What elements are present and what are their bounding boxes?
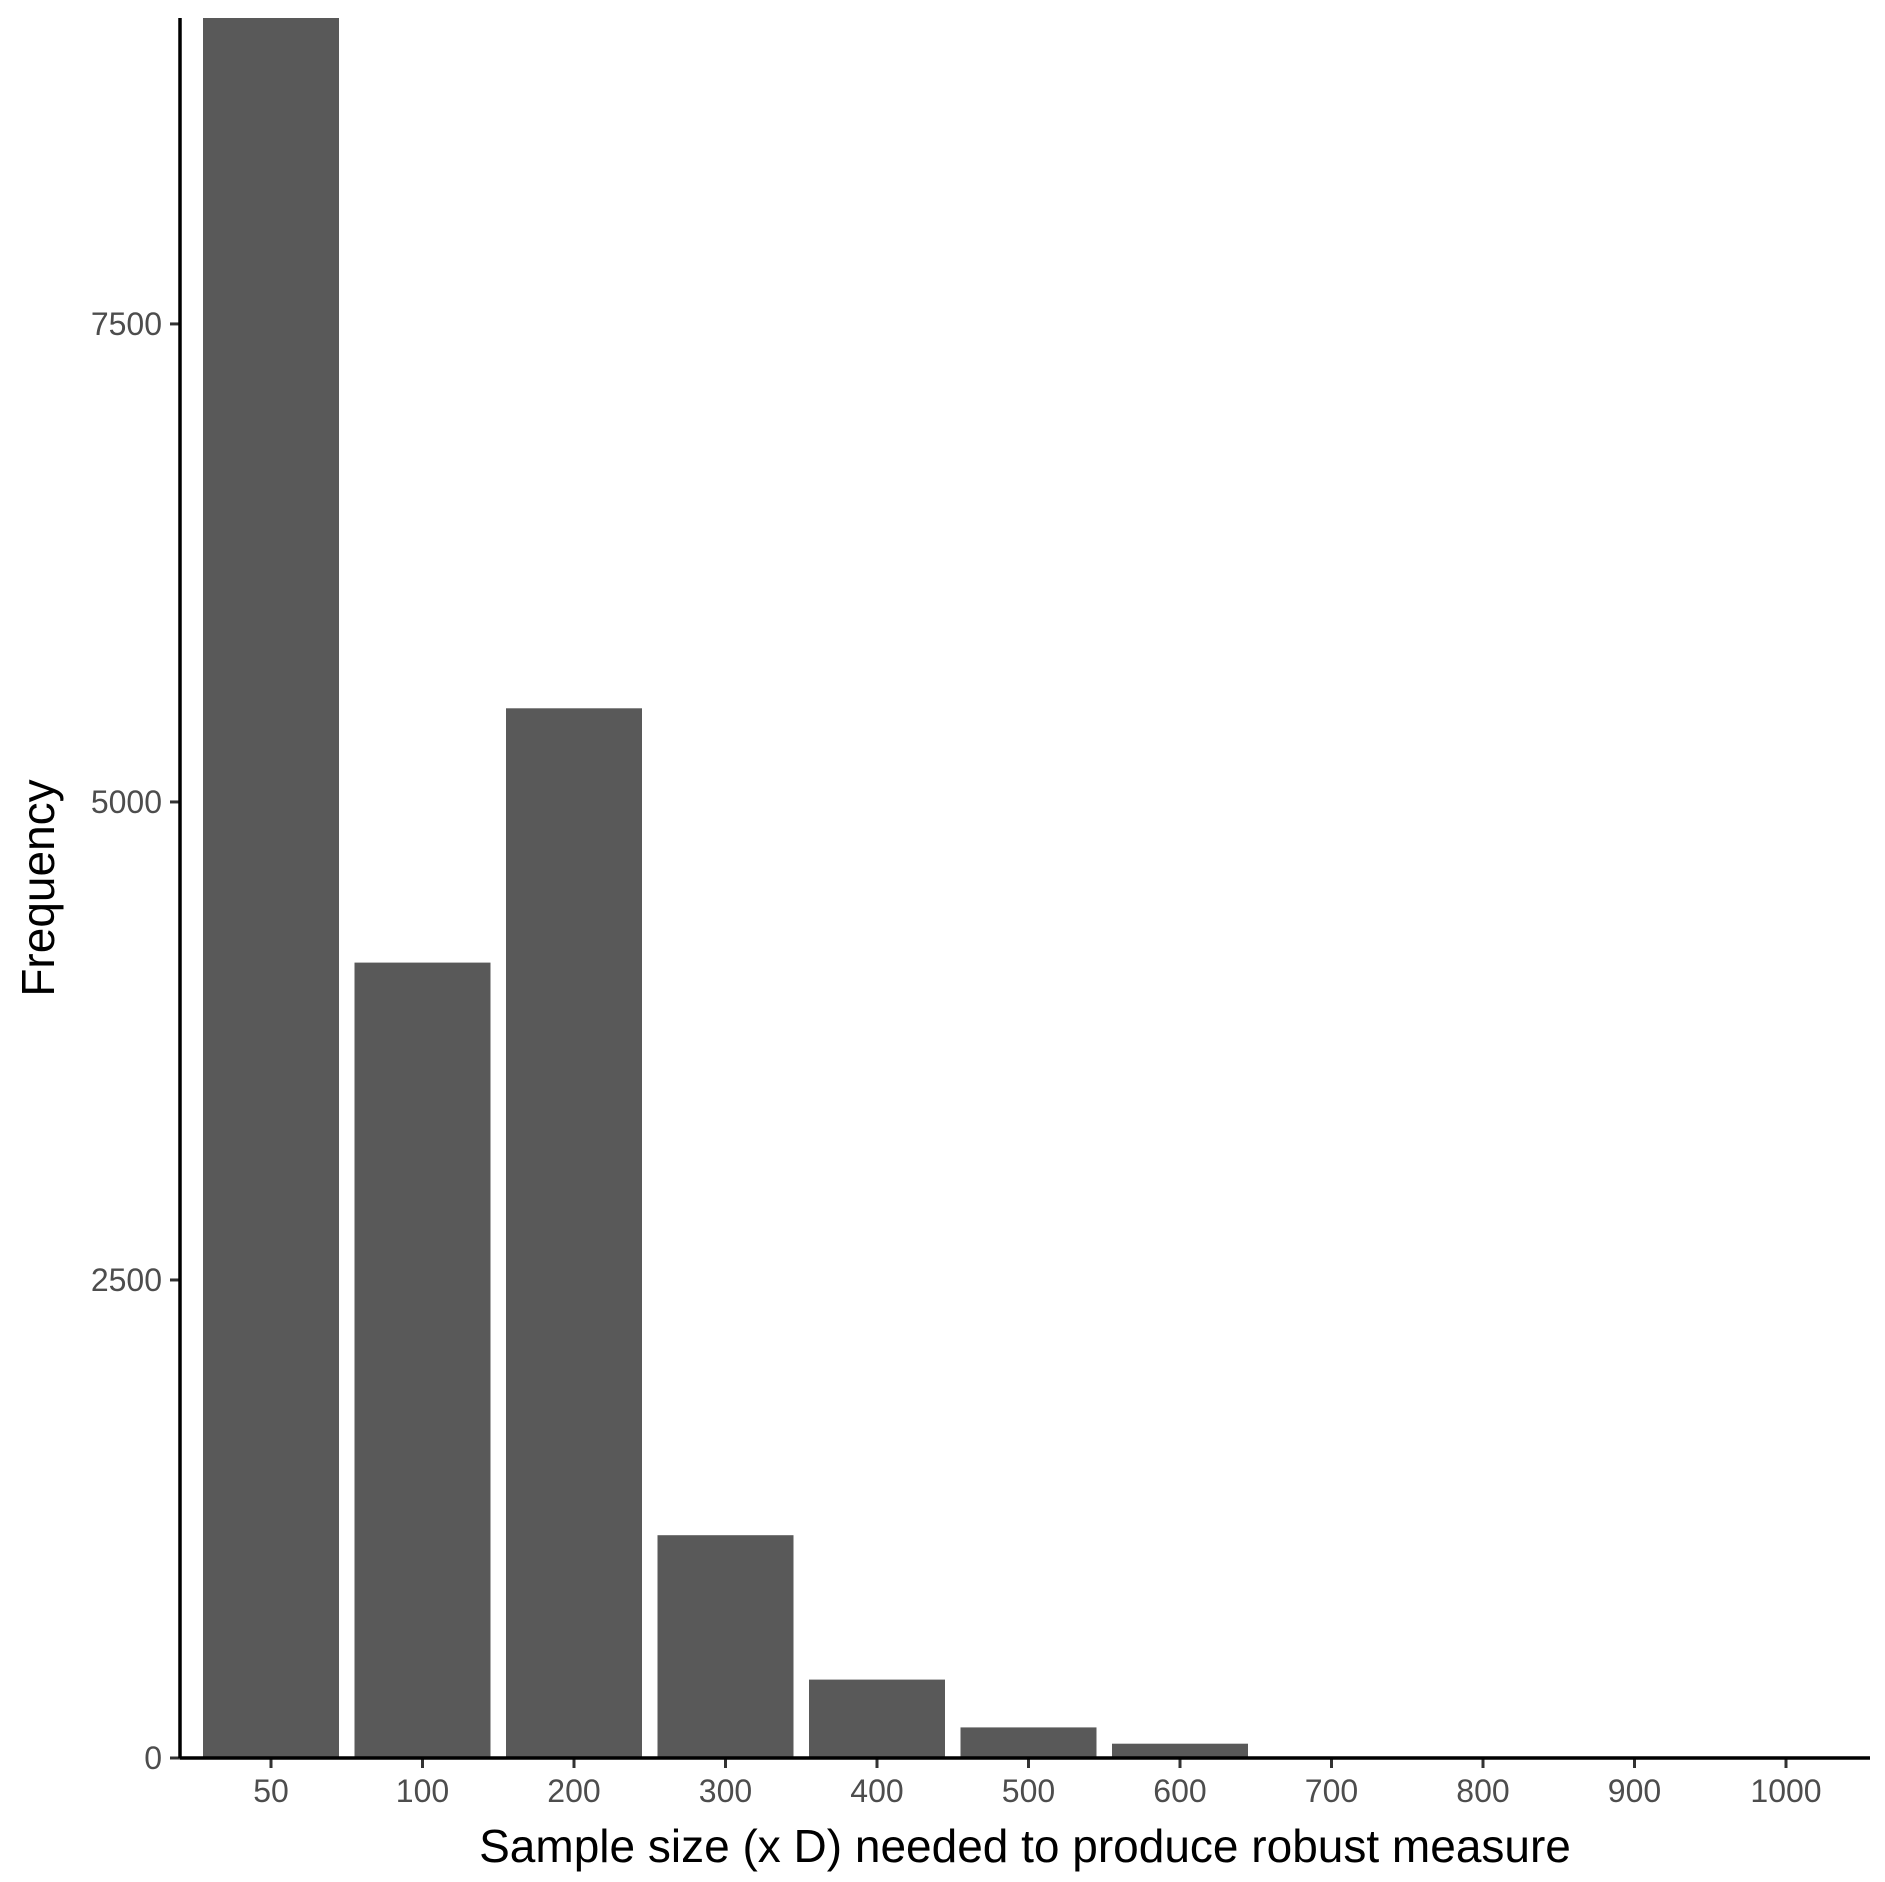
x-tick-label: 500 (1002, 1773, 1055, 1809)
y-axis-ticks: 0 2500 5000 7500 (91, 306, 180, 1776)
bar-100 (354, 962, 491, 1758)
x-tick-label: 600 (1153, 1773, 1206, 1809)
y-axis-title: Frequency (12, 779, 64, 996)
x-tick-label: 50 (253, 1773, 289, 1809)
bar-400 (809, 1679, 945, 1758)
x-tick-label: 300 (699, 1773, 752, 1809)
y-tick-label: 7500 (91, 306, 162, 342)
x-tick-label: 900 (1608, 1773, 1661, 1809)
x-tick-label: 200 (547, 1773, 600, 1809)
bar-500 (960, 1727, 1097, 1758)
x-axis-ticks: 50 100 200 300 400 500 600 700 800 900 1000 (253, 1758, 1822, 1809)
bar-300 (657, 1535, 794, 1758)
x-tick-label: 800 (1456, 1773, 1509, 1809)
bar-600 (1112, 1743, 1248, 1758)
bar-200 (506, 708, 642, 1758)
y-tick-label: 0 (144, 1740, 162, 1776)
y-tick-label: 2500 (91, 1262, 162, 1298)
y-tick-label: 5000 (91, 784, 162, 820)
x-tick-label: 700 (1305, 1773, 1358, 1809)
x-tick-label: 1000 (1750, 1773, 1821, 1809)
x-tick-label: 100 (396, 1773, 449, 1809)
bar-50 (203, 18, 339, 1758)
bars-group (203, 18, 1248, 1758)
x-tick-label: 400 (850, 1773, 903, 1809)
x-axis-title: Sample size (x D) needed to produce robu… (479, 1820, 1571, 1872)
